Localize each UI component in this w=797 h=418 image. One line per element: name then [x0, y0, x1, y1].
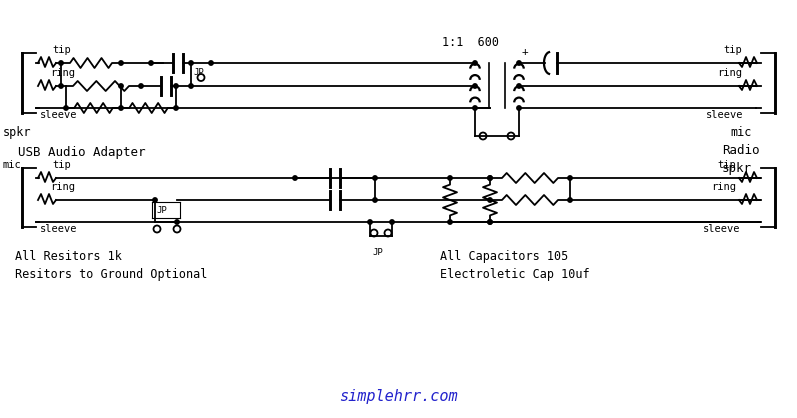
Text: tip: tip — [52, 160, 71, 170]
Circle shape — [448, 176, 452, 180]
Text: +: + — [522, 47, 528, 57]
Circle shape — [119, 84, 124, 88]
Circle shape — [139, 84, 143, 88]
Circle shape — [488, 198, 493, 202]
Circle shape — [59, 84, 63, 88]
Text: spkr: spkr — [3, 126, 32, 139]
Circle shape — [367, 220, 372, 224]
Circle shape — [119, 61, 124, 65]
Circle shape — [153, 198, 157, 202]
Text: JP: JP — [193, 68, 204, 77]
Circle shape — [174, 84, 179, 88]
Text: ring: ring — [717, 68, 742, 78]
Circle shape — [390, 220, 395, 224]
Circle shape — [488, 176, 493, 180]
Circle shape — [473, 84, 477, 88]
Circle shape — [373, 198, 377, 202]
Circle shape — [516, 106, 521, 110]
Text: sleeve: sleeve — [40, 110, 77, 120]
Text: ring: ring — [50, 68, 75, 78]
Circle shape — [174, 106, 179, 110]
Text: tip: tip — [723, 45, 742, 55]
Text: Radio: Radio — [722, 144, 760, 157]
Text: Resitors to Ground Optional: Resitors to Ground Optional — [15, 268, 207, 281]
Text: simplehrr.com: simplehrr.com — [339, 388, 457, 403]
Text: JP: JP — [156, 206, 167, 215]
Circle shape — [189, 61, 193, 65]
Circle shape — [175, 220, 179, 224]
Circle shape — [119, 106, 124, 110]
Text: sleeve: sleeve — [706, 110, 744, 120]
Text: ring: ring — [711, 182, 736, 192]
Circle shape — [516, 84, 521, 88]
Circle shape — [473, 106, 477, 110]
Text: spkr: spkr — [722, 162, 752, 175]
Circle shape — [59, 61, 63, 65]
Circle shape — [64, 106, 69, 110]
Text: sleeve: sleeve — [703, 224, 740, 234]
Circle shape — [567, 198, 572, 202]
Circle shape — [149, 61, 153, 65]
Circle shape — [448, 220, 452, 224]
Text: ring: ring — [50, 182, 75, 192]
Text: JP: JP — [372, 248, 383, 257]
Text: All Resitors 1k: All Resitors 1k — [15, 250, 122, 263]
Circle shape — [189, 84, 193, 88]
Circle shape — [373, 176, 377, 180]
Circle shape — [516, 61, 521, 65]
Text: tip: tip — [52, 45, 71, 55]
Circle shape — [209, 61, 214, 65]
Text: USB Audio Adapter: USB Audio Adapter — [18, 146, 146, 159]
Circle shape — [488, 176, 493, 180]
Circle shape — [488, 220, 493, 224]
Text: 1:1  600: 1:1 600 — [442, 36, 499, 49]
Circle shape — [473, 61, 477, 65]
Circle shape — [567, 176, 572, 180]
Text: Electroletic Cap 10uf: Electroletic Cap 10uf — [440, 268, 590, 281]
Circle shape — [488, 220, 493, 224]
Text: All Capacitors 105: All Capacitors 105 — [440, 250, 568, 263]
Circle shape — [292, 176, 297, 180]
Text: sleeve: sleeve — [40, 224, 77, 234]
Text: mic: mic — [730, 126, 752, 139]
Text: tip: tip — [717, 160, 736, 170]
Text: mic: mic — [3, 160, 22, 170]
